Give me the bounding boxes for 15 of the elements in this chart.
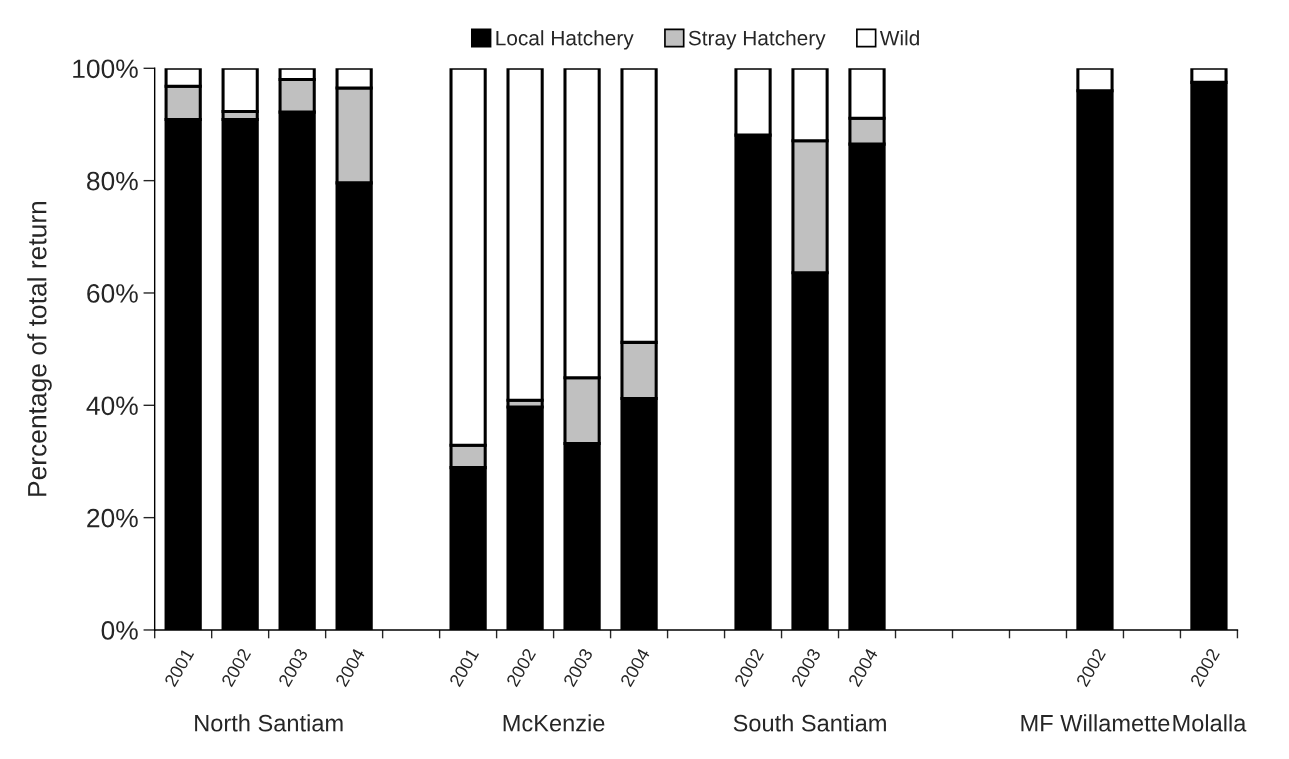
y-tick-label: 40% bbox=[86, 396, 138, 416]
legend-label: Local Hatchery bbox=[496, 30, 634, 50]
y-tick-label: 20% bbox=[87, 508, 138, 528]
legend-label: Stray Hatchery bbox=[688, 30, 826, 50]
text: MF Willamette bbox=[1021, 714, 1170, 732]
y-tick-label: 80% bbox=[87, 171, 138, 191]
text: Molalla bbox=[1173, 714, 1247, 732]
legend-label: Wild bbox=[879, 30, 919, 46]
text: McKenzie bbox=[503, 714, 605, 732]
y-axis-title: Percentage of total return bbox=[27, 201, 52, 496]
y-tick-label: 60% bbox=[87, 284, 138, 303]
y-tick-label: 0% bbox=[101, 621, 138, 640]
text: South Santiam bbox=[733, 714, 886, 732]
text: North Santiam bbox=[195, 714, 343, 732]
y-tick-label: 100% bbox=[73, 59, 138, 79]
